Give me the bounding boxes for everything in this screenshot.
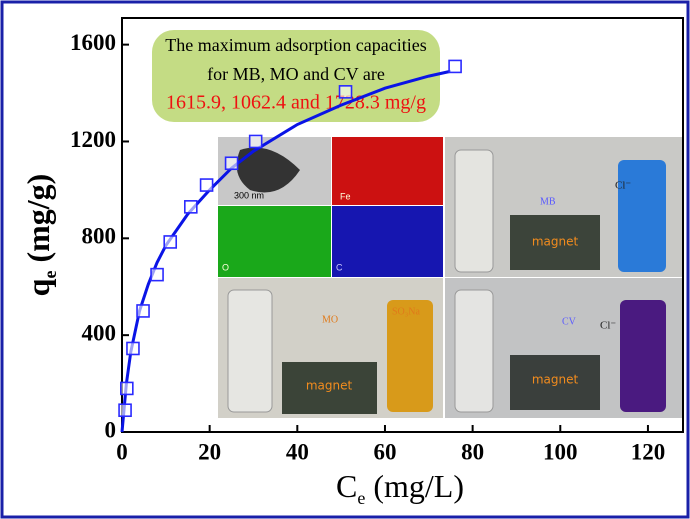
data-point bbox=[151, 269, 163, 281]
y-tick-label: 400 bbox=[82, 320, 117, 345]
x-tick-label: 20 bbox=[198, 439, 221, 464]
vial-blue bbox=[618, 160, 666, 272]
map-label: C bbox=[336, 262, 343, 272]
dye-label: CV bbox=[562, 316, 577, 327]
y-tick-label: 0 bbox=[105, 417, 117, 442]
data-point bbox=[121, 382, 133, 394]
data-point bbox=[340, 86, 352, 98]
o-map bbox=[218, 206, 331, 277]
x-tick-label: 0 bbox=[116, 439, 128, 464]
y-axis-label-main: q bbox=[20, 278, 56, 296]
x-axis-label-main: C bbox=[336, 468, 357, 504]
dye-label: MO bbox=[322, 314, 338, 325]
x-axis-label-sub: e bbox=[357, 488, 365, 508]
dye-label: Cl⁻ bbox=[615, 180, 631, 192]
vial bbox=[455, 150, 493, 272]
magnet-label: magnet bbox=[532, 373, 579, 387]
x-axis-label: Ce (mg/L) bbox=[336, 468, 464, 508]
annotation: 1615.9, 1062.4 and 1728.3 mg/g bbox=[166, 92, 426, 114]
vial bbox=[455, 290, 493, 412]
data-point bbox=[119, 404, 131, 416]
x-axis-label-unit: (mg/L) bbox=[373, 468, 464, 504]
data-point bbox=[449, 60, 461, 72]
annotation: for MB, MO and CV are bbox=[207, 64, 385, 84]
y-axis-label-unit: (mg/g) bbox=[20, 174, 56, 263]
data-point bbox=[226, 157, 238, 169]
x-tick-label: 120 bbox=[631, 439, 666, 464]
x-tick-label: 80 bbox=[461, 439, 484, 464]
x-tick-label: 60 bbox=[373, 439, 396, 464]
chart: 300 nm Fe O C magnet MB Cl⁻ magnet MO SO… bbox=[0, 0, 690, 519]
y-tick-label: 1600 bbox=[70, 30, 116, 55]
scale-label: 300 nm bbox=[234, 190, 264, 200]
data-point bbox=[201, 179, 213, 191]
dye-label: Cl⁻ bbox=[600, 320, 616, 332]
y-axis-label-sub: e bbox=[40, 271, 60, 279]
y-tick-label: 1200 bbox=[70, 127, 116, 152]
map-label: Fe bbox=[340, 191, 351, 201]
vial-purple bbox=[620, 300, 666, 412]
magnet-label: magnet bbox=[532, 235, 579, 249]
dye-label: SO₃Na bbox=[392, 306, 420, 317]
magnet-label: magnet bbox=[306, 379, 353, 393]
data-point bbox=[185, 201, 197, 213]
c-map bbox=[332, 206, 443, 277]
x-tick-label: 40 bbox=[286, 439, 309, 464]
data-point bbox=[127, 342, 139, 354]
data-point bbox=[164, 236, 176, 248]
map-label: O bbox=[222, 262, 229, 272]
annotation: The maximum adsorption capacities bbox=[165, 35, 426, 55]
y-tick-label: 800 bbox=[82, 224, 117, 249]
dye-label: MB bbox=[540, 196, 556, 207]
data-point bbox=[137, 305, 149, 317]
data-point bbox=[250, 135, 262, 147]
vial bbox=[228, 290, 272, 412]
x-tick-label: 100 bbox=[543, 439, 578, 464]
